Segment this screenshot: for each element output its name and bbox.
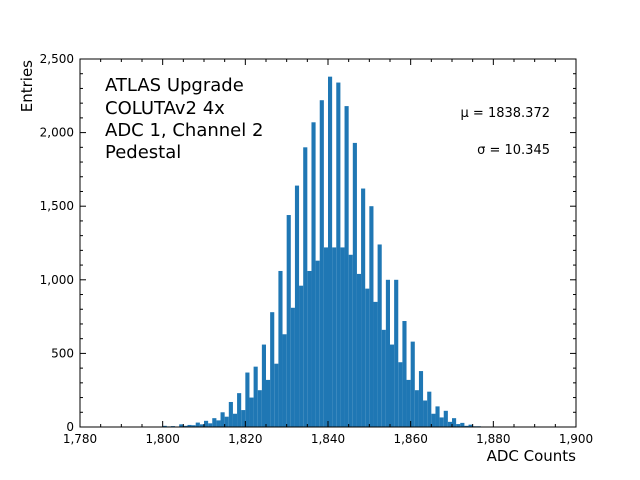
histogram-bar xyxy=(460,422,465,427)
histogram-bar xyxy=(224,416,229,427)
histogram-bars xyxy=(154,76,494,428)
histogram-bar xyxy=(290,307,295,427)
histogram-bar xyxy=(418,371,424,427)
histogram-bar xyxy=(352,142,357,428)
histogram-bar xyxy=(468,424,473,427)
histogram-bar xyxy=(435,406,440,427)
annotation-block: ATLAS Upgrade COLUTAv2 4x ADC 1, Channel… xyxy=(105,75,263,163)
histogram-bar xyxy=(348,254,353,427)
y-tick-label: 0 xyxy=(66,420,74,434)
histogram-bar xyxy=(257,390,262,427)
histogram-bar xyxy=(199,424,204,427)
histogram-bar xyxy=(282,334,287,427)
histogram-bar xyxy=(410,341,415,427)
histogram-bar xyxy=(311,122,316,428)
histogram-bar xyxy=(212,418,217,427)
histogram-bar xyxy=(204,420,209,427)
histogram-bar xyxy=(402,321,407,427)
histogram-bar xyxy=(319,100,324,427)
y-tick-label: 500 xyxy=(51,346,74,360)
histogram-bar xyxy=(278,270,283,427)
x-tick-label: 1,780 xyxy=(63,432,97,446)
histogram-bar xyxy=(191,425,196,427)
y-tick-label: 1,000 xyxy=(40,273,74,287)
histogram-bar xyxy=(294,185,300,427)
histogram-bar xyxy=(423,400,428,427)
histogram-bar xyxy=(162,425,167,427)
histogram-bar xyxy=(443,410,448,427)
x-tick-label: 1,840 xyxy=(311,432,345,446)
histogram-bar xyxy=(381,329,386,427)
histogram-bar xyxy=(447,421,452,427)
histogram-bar xyxy=(456,424,461,427)
histogram-bar xyxy=(237,393,242,427)
histogram-bar xyxy=(270,312,275,427)
histogram-bar xyxy=(332,247,337,427)
annotation-line-2: COLUTAv2 4x xyxy=(105,98,225,119)
histogram-bar xyxy=(344,106,349,427)
axis-ticks xyxy=(79,58,577,428)
histogram-bar xyxy=(336,82,341,427)
x-tick-label: 1,800 xyxy=(145,432,179,446)
histogram-bar xyxy=(183,425,188,427)
axis-tick-labels: 1,780 1,800 1,820 1,840 1,860 1,880 1,900 0 500 1… xyxy=(40,52,594,446)
histogram-bar xyxy=(377,244,382,427)
histogram-bar xyxy=(365,288,370,427)
y-axis-label: Entries xyxy=(18,60,36,112)
histogram-bar xyxy=(431,413,436,427)
histogram-bar xyxy=(266,379,271,427)
histogram-bar xyxy=(299,285,304,427)
x-tick-label: 1,820 xyxy=(228,432,262,446)
histogram-bar xyxy=(245,372,250,427)
y-tick-label: 1,500 xyxy=(40,199,74,213)
histogram-bar xyxy=(361,188,366,427)
histogram-bar xyxy=(286,215,291,427)
histogram-bar xyxy=(328,76,333,427)
histogram-bar xyxy=(253,366,258,427)
histogram-bar xyxy=(414,390,419,427)
histogram-bar xyxy=(241,410,246,427)
histogram-bar xyxy=(232,413,238,427)
histogram-bar xyxy=(406,379,411,427)
histogram-bar xyxy=(216,420,221,427)
x-axis-label: ADC Counts xyxy=(487,447,577,465)
histogram-bar xyxy=(369,206,374,427)
histogram-bar xyxy=(187,424,192,427)
histogram-bar xyxy=(179,424,184,427)
x-tick-label: 1,880 xyxy=(476,432,510,446)
histogram-bar xyxy=(315,260,320,427)
y-tick-label: 2,500 xyxy=(40,52,74,66)
histogram-bar xyxy=(323,247,328,427)
annotation-line-1: ATLAS Upgrade xyxy=(105,75,244,96)
histogram-bar xyxy=(373,301,378,427)
annotation-line-4: Pedestal xyxy=(105,142,181,163)
histogram-bar xyxy=(439,417,444,427)
annotation-line-3: ADC 1, Channel 2 xyxy=(105,120,263,141)
histogram-bar xyxy=(356,273,362,427)
histogram-bar xyxy=(385,279,390,427)
histogram-bar xyxy=(427,391,432,427)
histogram-bar xyxy=(464,425,469,427)
histogram-bar xyxy=(340,247,345,427)
histogram-bar xyxy=(208,423,213,427)
histogram-bar xyxy=(452,418,457,427)
histogram-bar xyxy=(249,397,254,427)
mean-label: μ = 1838.372 xyxy=(461,106,550,121)
histogram-bar xyxy=(274,363,279,427)
y-tick-label: 2,000 xyxy=(40,126,74,140)
histogram-bar xyxy=(261,344,266,427)
histogram-bar xyxy=(307,270,312,427)
histogram-bar xyxy=(390,344,395,427)
histogram-bar xyxy=(394,279,399,427)
histogram-bar xyxy=(303,147,308,427)
histogram-bar xyxy=(398,362,403,427)
histogram-bar xyxy=(228,401,233,427)
histogram-bar xyxy=(195,422,200,427)
x-tick-label: 1,900 xyxy=(559,432,593,446)
x-tick-label: 1,860 xyxy=(393,432,427,446)
histogram-bar xyxy=(220,412,225,427)
sigma-label: σ = 10.345 xyxy=(477,143,550,158)
